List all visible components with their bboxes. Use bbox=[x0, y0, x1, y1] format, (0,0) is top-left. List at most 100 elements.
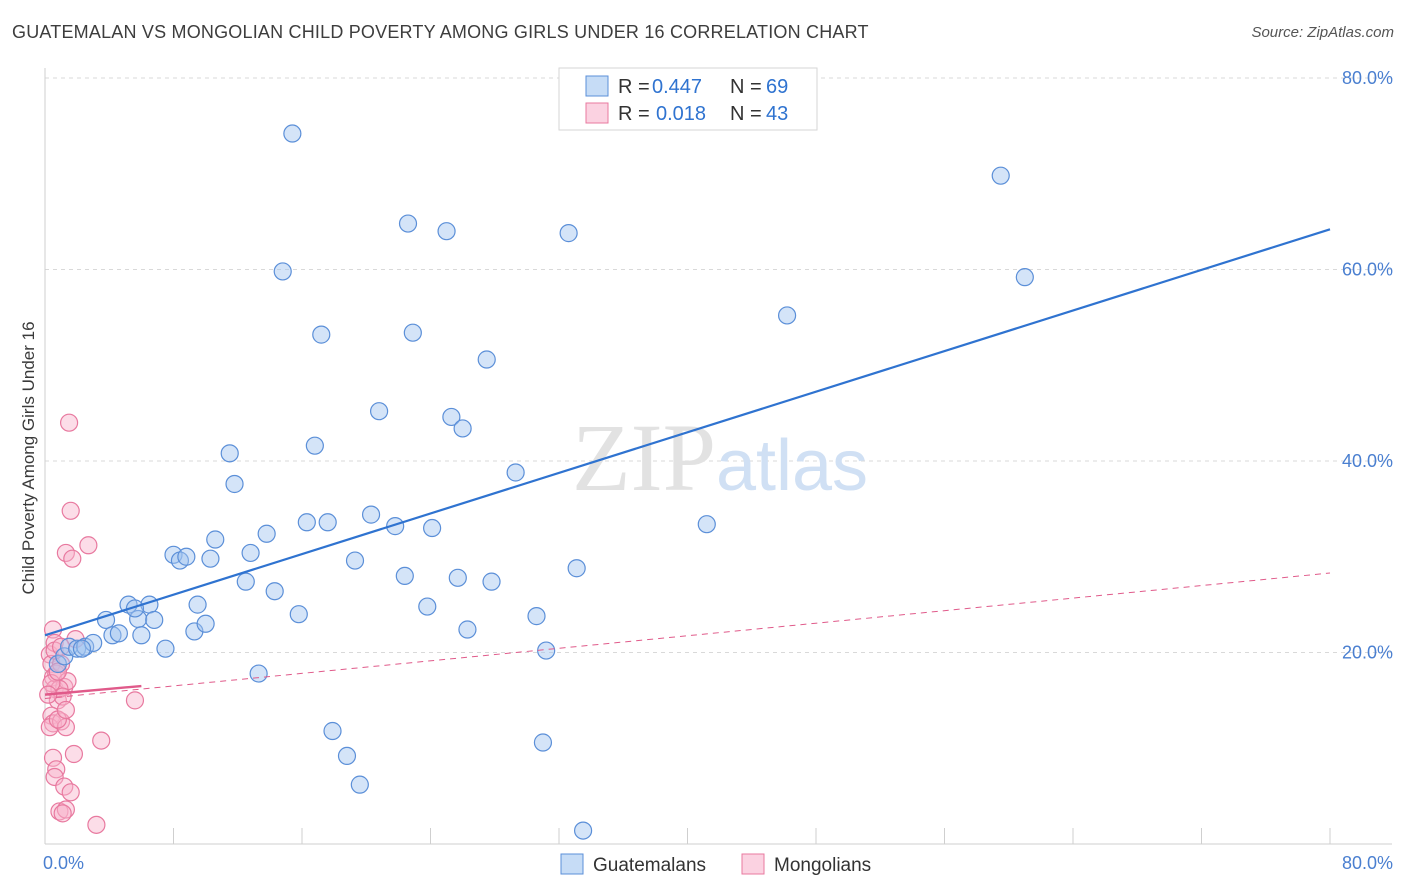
guatemalans-point bbox=[289, 605, 308, 624]
legend-n-label-1: N = bbox=[730, 76, 762, 98]
trend-lines bbox=[44, 228, 1331, 699]
guatemalans-point bbox=[403, 323, 422, 342]
legend-bottom-guatemalans: Guatemalans bbox=[593, 855, 706, 876]
guatemalans-point bbox=[442, 407, 461, 427]
guatemalans-point bbox=[991, 166, 1010, 185]
legend-bottom-swatch-mongolians bbox=[741, 853, 765, 875]
guatemalans-point bbox=[206, 530, 225, 549]
mongolians-point bbox=[79, 536, 98, 555]
guatemalans-point bbox=[236, 572, 255, 591]
mongolians-point bbox=[87, 815, 106, 834]
guatemalans-point bbox=[72, 639, 92, 658]
guatemalans-point bbox=[370, 402, 389, 421]
chart-title: GUATEMALAN VS MONGOLIAN CHILD POVERTY AM… bbox=[12, 22, 869, 42]
y-axis-title: Child Poverty Among Girls Under 16 bbox=[19, 321, 38, 594]
guatemalans-point bbox=[337, 746, 357, 766]
guatemalans-point bbox=[777, 306, 797, 325]
guatemalans-point bbox=[386, 517, 405, 536]
guatemalans-point bbox=[265, 582, 284, 601]
mongolians-trend-line-dashed bbox=[44, 572, 1331, 699]
legend-r-label-1: R = bbox=[618, 76, 650, 98]
guatemalans-point bbox=[537, 641, 556, 660]
guatemalans-point bbox=[132, 626, 151, 645]
guatemalans-point bbox=[145, 610, 164, 630]
guatemalans-point bbox=[103, 626, 122, 645]
guatemalans-point bbox=[188, 595, 207, 614]
mongolians-point bbox=[63, 549, 82, 568]
guatemalans-point bbox=[477, 350, 496, 369]
guatemalans-point bbox=[297, 513, 316, 532]
legend-series: Guatemalans Mongolians bbox=[560, 853, 871, 876]
guatemalans-point bbox=[273, 262, 292, 281]
legend-n-value-1: 69 bbox=[766, 76, 788, 98]
guatemalans-point bbox=[453, 419, 472, 438]
y-tick-label-3: 80.0% bbox=[1342, 68, 1393, 88]
legend-bottom-swatch-guatemalans bbox=[560, 853, 584, 875]
guatemalans-point bbox=[533, 733, 553, 752]
guatemalans-point bbox=[84, 633, 103, 653]
mongolians-point bbox=[125, 691, 145, 710]
axes bbox=[44, 68, 1392, 845]
guatemalans-point bbox=[395, 566, 414, 586]
legend-r-value-2: 0.018 bbox=[656, 103, 706, 125]
mongolians-point bbox=[42, 674, 61, 693]
x-tick-label-0: 0.0% bbox=[43, 853, 84, 873]
mongolians-point bbox=[51, 712, 71, 731]
guatemalans-point bbox=[458, 620, 477, 639]
mongolians-point bbox=[50, 802, 69, 821]
watermark: ZIPatlas bbox=[572, 404, 868, 511]
guatemalans-point bbox=[196, 614, 215, 633]
guatemalans-point bbox=[225, 474, 244, 494]
guatemalans-point bbox=[177, 547, 196, 566]
guatemalans-points bbox=[48, 124, 1034, 840]
guatemalans-point bbox=[109, 624, 128, 643]
guatemalans-point bbox=[398, 214, 418, 233]
y-tick-label-0: 20.0% bbox=[1342, 643, 1393, 663]
mongolians-point bbox=[64, 744, 84, 764]
mongolians-point bbox=[47, 760, 66, 779]
legend-stats: R = 0.447 N = 69 R = 0.018 N = 43 bbox=[558, 67, 818, 131]
guatemalans-point bbox=[323, 721, 342, 741]
mongolians-point bbox=[45, 767, 64, 787]
guatemalans-point bbox=[220, 444, 239, 463]
guatemalans-point bbox=[241, 543, 260, 563]
guatemalans-point bbox=[305, 436, 324, 455]
mongolians-point bbox=[43, 748, 63, 767]
mongolians-point bbox=[92, 731, 111, 750]
mongolians-point bbox=[61, 783, 80, 802]
mongolians-point bbox=[53, 804, 72, 823]
watermark-zip: ZIP bbox=[572, 404, 716, 511]
source-label: Source: ZipAtlas.com bbox=[1251, 24, 1394, 41]
guatemalans-point bbox=[506, 463, 525, 482]
legend-n-label-2: N = bbox=[730, 103, 762, 125]
y-tick-label-2: 60.0% bbox=[1342, 260, 1393, 280]
y-tick-label-1: 40.0% bbox=[1342, 451, 1393, 471]
guatemalans-point bbox=[318, 513, 337, 532]
mongolians-point bbox=[56, 700, 75, 720]
mongolians-point bbox=[61, 501, 80, 520]
guatemalans-point bbox=[1015, 268, 1034, 287]
legend-swatch-mongolians bbox=[585, 102, 609, 124]
tick-labels: 20.0% 40.0% 60.0% 80.0% 0.0% 80.0% bbox=[43, 68, 1393, 873]
mongolians-points bbox=[39, 413, 145, 834]
guatemalans-point bbox=[283, 124, 302, 143]
guatemalans-point bbox=[312, 325, 331, 344]
guatemalans-point bbox=[361, 505, 381, 524]
mongolians-trend-line-solid bbox=[44, 684, 142, 696]
guatemalans-point bbox=[567, 559, 586, 578]
guatemalans-point bbox=[345, 551, 365, 570]
guatemalans-point bbox=[201, 549, 220, 568]
legend-swatch-guatemalans bbox=[585, 75, 609, 97]
guatemalans-point bbox=[257, 524, 276, 543]
watermark-atlas: atlas bbox=[716, 426, 868, 506]
guatemalans-point bbox=[573, 821, 593, 840]
legend-n-value-2: 43 bbox=[766, 103, 788, 125]
legend-r-label-2: R = bbox=[618, 103, 650, 125]
mongolians-point bbox=[59, 413, 79, 432]
guatemalans-point bbox=[249, 664, 268, 683]
guatemalans-point bbox=[697, 515, 716, 534]
guatemalans-point bbox=[437, 222, 456, 241]
guatemalans-point bbox=[423, 518, 442, 538]
x-tick-label-1: 80.0% bbox=[1342, 853, 1393, 873]
